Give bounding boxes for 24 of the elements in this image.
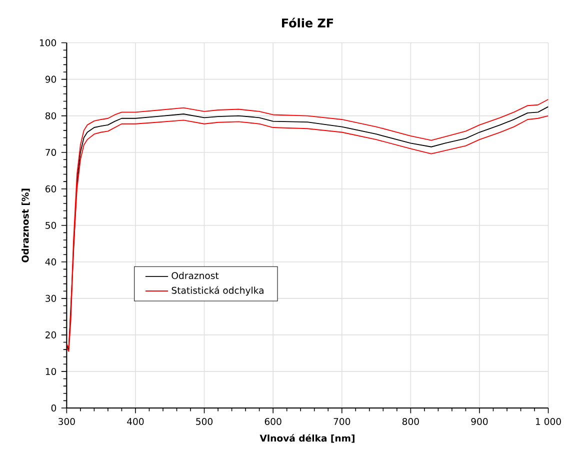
y-tick-label: 80 bbox=[45, 112, 56, 120]
x-axis-title: Vlnová délka [nm] bbox=[260, 434, 354, 443]
y-tick-label: 30 bbox=[46, 295, 56, 302]
y-tick-label: 0 bbox=[51, 404, 56, 412]
y-tick-label: 70 bbox=[46, 148, 56, 156]
legend-label: Statistická odchylka bbox=[172, 286, 264, 296]
x-tick-label: 600 bbox=[264, 418, 282, 426]
y-tick-label: 20 bbox=[46, 332, 56, 339]
y-tick-label: 10 bbox=[46, 368, 56, 376]
y-tick-label: 40 bbox=[45, 258, 56, 266]
x-tick-label: 1 000 bbox=[536, 418, 561, 426]
y-tick-label: 90 bbox=[45, 76, 56, 83]
x-tick-label: 700 bbox=[334, 418, 350, 426]
x-tick-label: 900 bbox=[471, 418, 488, 426]
x-tick-label: 800 bbox=[402, 418, 419, 426]
y-tick-label: 50 bbox=[46, 222, 56, 230]
chart-title: Fólie ZF bbox=[282, 18, 334, 28]
y-tick-label: 60 bbox=[46, 185, 56, 193]
x-tick-label: 400 bbox=[127, 418, 144, 426]
x-tick-label: 500 bbox=[196, 418, 213, 426]
y-axis-title: Odraznost [%] bbox=[22, 188, 30, 262]
legend-label: Odraznost bbox=[172, 272, 219, 280]
x-tick-label: 300 bbox=[58, 418, 75, 426]
y-tick-label: 100 bbox=[40, 39, 56, 46]
